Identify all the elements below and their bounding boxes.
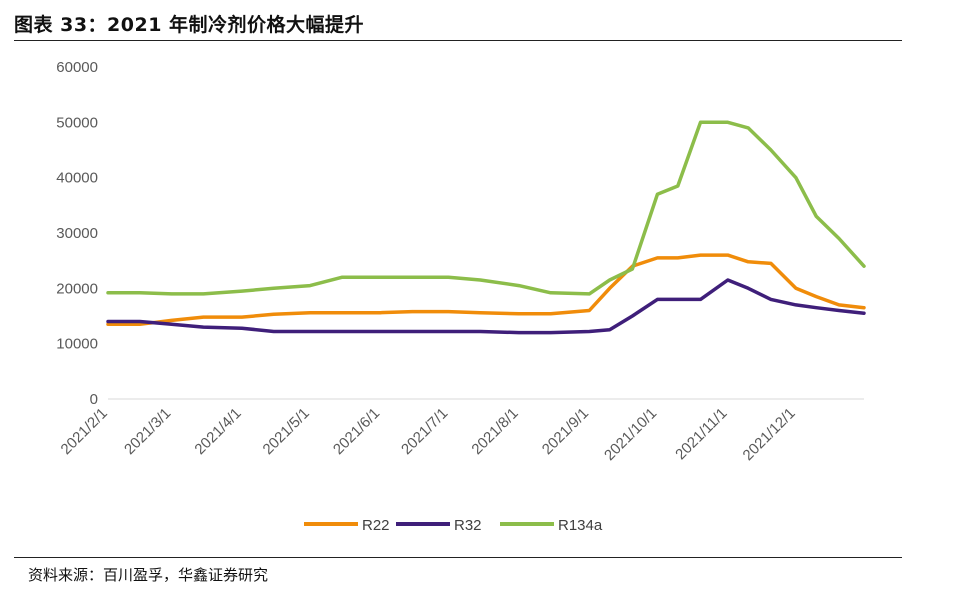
y-tick-label: 60000 (56, 59, 98, 76)
y-axis: 0 10000 20000 30000 40000 50000 60000 (56, 59, 98, 408)
legend-label-r32: R32 (454, 517, 482, 534)
series-line-r134a (106, 120, 866, 296)
x-tick-label: 2021/12/1 (740, 405, 799, 464)
legend: R22 R32 R134a (304, 517, 603, 534)
x-axis: 2021/2/1 2021/3/1 2021/4/1 2021/5/1 2021/6/1… (58, 405, 799, 464)
x-tick-label: 2021/11/1 (672, 405, 730, 463)
legend-label-r22: R22 (362, 517, 390, 534)
series-group (106, 120, 866, 335)
x-tick-label: 2021/4/1 (191, 405, 244, 458)
x-tick-label: 2021/8/1 (468, 405, 521, 458)
figure-title: 图表 33：2021 年制冷剂价格大幅提升 (14, 14, 365, 36)
x-tick-label: 2021/3/1 (121, 405, 174, 458)
x-tick-label: 2021/10/1 (601, 405, 660, 464)
y-tick-label: 20000 (56, 280, 98, 297)
x-tick-label: 2021/5/1 (260, 405, 313, 458)
y-tick-label: 50000 (56, 114, 98, 131)
source-note: 资料来源：百川盈孚，华鑫证券研究 (28, 566, 269, 584)
y-tick-label: 10000 (56, 336, 98, 353)
x-tick-label: 2021/9/1 (539, 405, 592, 458)
bottom-rule (14, 557, 902, 558)
x-tick-label: 2021/2/1 (58, 405, 111, 458)
y-tick-label: 0 (90, 391, 98, 408)
series-line-r32 (106, 278, 866, 335)
legend-label-r134a: R134a (558, 517, 603, 534)
x-tick-label: 2021/7/1 (398, 405, 451, 458)
top-rule (14, 40, 902, 41)
y-tick-label: 40000 (56, 170, 98, 187)
y-tick-label: 30000 (56, 225, 98, 242)
x-tick-label: 2021/6/1 (330, 405, 383, 458)
